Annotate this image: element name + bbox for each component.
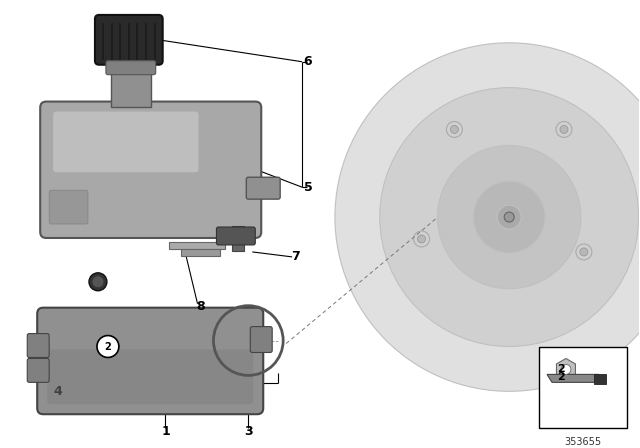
Circle shape xyxy=(380,88,639,346)
Circle shape xyxy=(413,231,429,247)
Polygon shape xyxy=(547,375,604,382)
Circle shape xyxy=(580,248,588,256)
Text: 4: 4 xyxy=(54,385,63,398)
FancyBboxPatch shape xyxy=(40,102,261,238)
Circle shape xyxy=(451,125,458,134)
Circle shape xyxy=(335,43,640,391)
Circle shape xyxy=(474,181,545,253)
Polygon shape xyxy=(556,358,575,380)
FancyBboxPatch shape xyxy=(49,190,88,224)
Bar xyxy=(232,226,244,251)
FancyBboxPatch shape xyxy=(95,15,163,65)
Circle shape xyxy=(576,244,592,260)
Circle shape xyxy=(417,235,426,243)
Circle shape xyxy=(504,212,514,222)
Text: 353655: 353655 xyxy=(564,437,602,447)
Polygon shape xyxy=(169,242,225,249)
Polygon shape xyxy=(180,249,220,256)
Text: 2: 2 xyxy=(557,364,565,375)
Circle shape xyxy=(560,125,568,134)
Circle shape xyxy=(556,121,572,138)
Circle shape xyxy=(447,121,462,138)
FancyBboxPatch shape xyxy=(28,358,49,382)
Circle shape xyxy=(92,276,104,288)
Circle shape xyxy=(89,273,107,291)
FancyBboxPatch shape xyxy=(47,349,253,404)
Text: 1: 1 xyxy=(161,425,170,438)
Text: 3: 3 xyxy=(244,425,253,438)
Text: 5: 5 xyxy=(303,181,312,194)
Text: 2: 2 xyxy=(104,341,111,352)
FancyBboxPatch shape xyxy=(246,177,280,199)
Text: 2: 2 xyxy=(557,372,565,383)
Bar xyxy=(594,375,606,384)
Bar xyxy=(111,65,151,107)
FancyBboxPatch shape xyxy=(106,61,156,75)
FancyBboxPatch shape xyxy=(250,327,272,353)
Circle shape xyxy=(497,205,521,229)
Text: 7: 7 xyxy=(291,250,300,263)
Circle shape xyxy=(97,336,119,358)
Text: 8: 8 xyxy=(196,300,205,313)
FancyBboxPatch shape xyxy=(37,308,263,414)
Text: 6: 6 xyxy=(304,55,312,68)
Circle shape xyxy=(561,364,571,375)
FancyBboxPatch shape xyxy=(28,334,49,358)
Bar xyxy=(539,346,627,428)
Circle shape xyxy=(438,145,581,289)
FancyBboxPatch shape xyxy=(216,227,255,245)
FancyBboxPatch shape xyxy=(53,112,198,172)
